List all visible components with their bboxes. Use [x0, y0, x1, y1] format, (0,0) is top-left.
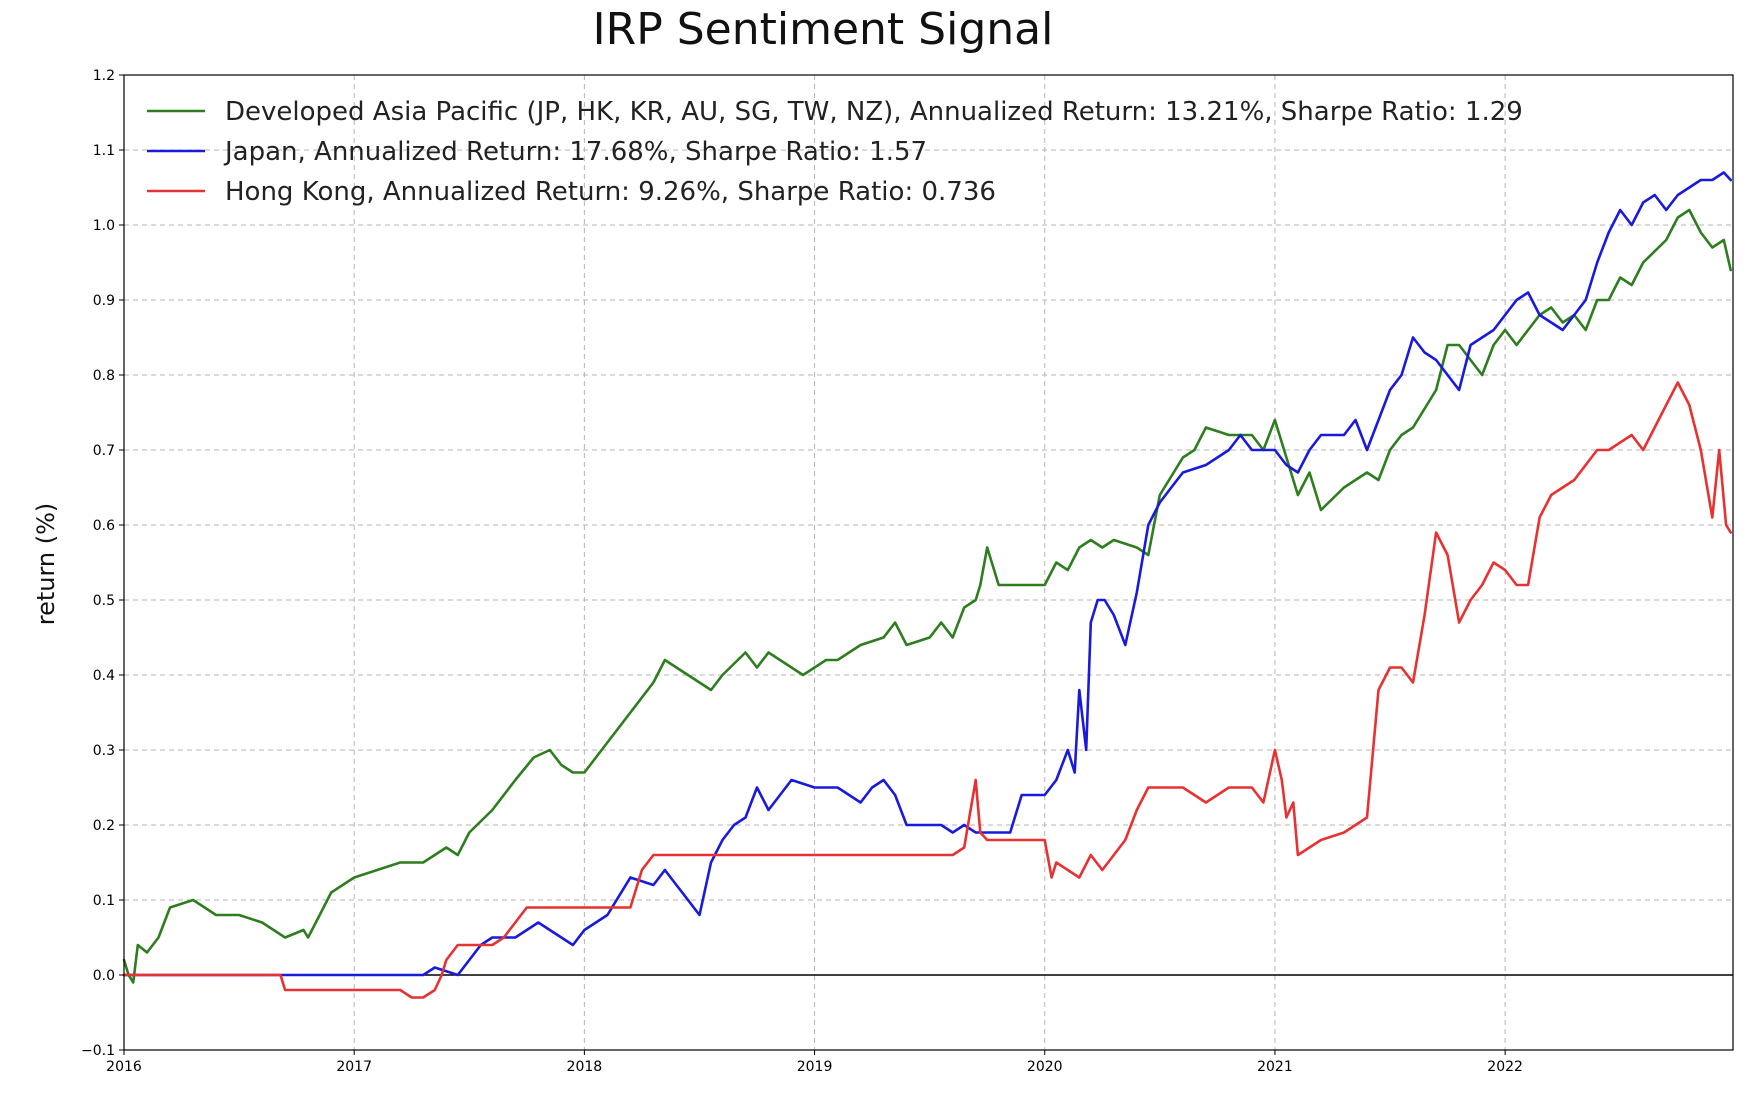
x-tick-label-3: 2019 [797, 1059, 833, 1075]
x-tick-label-5: 2021 [1257, 1059, 1293, 1075]
series-lines [122, 171, 1732, 999]
y-tick-label-10: 0.9 [93, 293, 115, 309]
y-tick-label-12: 1.1 [93, 143, 115, 159]
y-tick-label-11: 1.0 [93, 218, 115, 234]
series-line-1 [122, 171, 1732, 977]
y-tick-label-5: 0.4 [93, 668, 115, 684]
series-line-0 [122, 208, 1732, 984]
y-tick-label-8: 0.7 [93, 443, 115, 459]
x-tick-label-1: 2017 [336, 1059, 372, 1075]
chart-title: IRP Sentiment Signal [593, 4, 1054, 55]
y-tick-label-6: 0.5 [93, 593, 115, 609]
legend: Developed Asia Pacific (JP, HK, KR, AU, … [147, 97, 1523, 207]
y-tick-label-9: 0.8 [93, 368, 115, 384]
x-tick-label-0: 2016 [106, 1059, 142, 1075]
y-tick-label-4: 0.3 [93, 743, 115, 759]
y-tick-label-0: −0.1 [81, 1043, 115, 1059]
y-tick-label-1: 0.0 [93, 968, 115, 984]
y-tick-label-3: 0.2 [93, 818, 115, 834]
y-tick-label-7: 0.6 [93, 518, 115, 534]
y-tick-label-2: 0.1 [93, 893, 115, 909]
x-tick-label-6: 2022 [1487, 1059, 1523, 1075]
legend-label-0: Developed Asia Pacific (JP, HK, KR, AU, … [225, 97, 1523, 127]
axis-ticks: 2016 2017 2018 2019 2020 2021 2022 −0.1 0.0 0.1 0.… [81, 68, 1523, 1075]
legend-label-2: Hong Kong, Annualized Return: 9.26%, Sha… [225, 177, 996, 207]
plot-frame [123, 74, 1734, 1051]
x-tick-label-4: 2020 [1027, 1059, 1063, 1075]
y-axis-label: return (%) [32, 503, 60, 626]
series-line-2 [122, 381, 1732, 999]
legend-label-1: Japan, Annualized Return: 17.68%, Sharpe… [223, 137, 927, 167]
y-tick-label-13: 1.2 [93, 68, 115, 84]
x-tick-label-2: 2018 [567, 1059, 603, 1075]
